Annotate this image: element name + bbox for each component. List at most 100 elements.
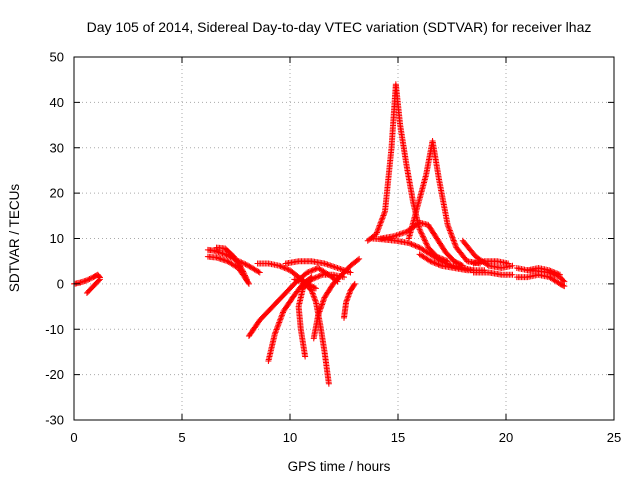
y-tick-label: 20 (50, 186, 64, 201)
x-tick-label: 25 (607, 430, 621, 445)
data-point (381, 209, 388, 216)
data-point (343, 297, 350, 304)
data-point (310, 291, 317, 298)
data-point (83, 277, 90, 284)
data-point (373, 229, 380, 236)
data-point (446, 227, 453, 234)
data-point (87, 275, 94, 282)
data-point (312, 299, 319, 306)
data-point (351, 282, 358, 289)
data-point (344, 268, 351, 275)
data-point (551, 269, 558, 276)
data-point (331, 263, 338, 270)
data-point (412, 242, 419, 249)
data-point (243, 275, 250, 282)
series-arc-14 (364, 81, 451, 265)
data-point (318, 272, 325, 279)
y-tick-label: 0 (57, 276, 64, 291)
y-tick-labels: -30 -20 -10 0 10 20 30 40 50 (45, 50, 64, 428)
series-arc-23 (513, 271, 568, 290)
x-tick-label: 0 (70, 430, 77, 445)
data-point (409, 241, 416, 248)
data-point (308, 267, 315, 274)
y-tick-label: 30 (50, 140, 64, 155)
data-point (554, 270, 561, 277)
data-point (376, 222, 383, 229)
data-point (377, 219, 384, 226)
data-point (278, 313, 285, 320)
grid (74, 57, 614, 420)
series-arc-17 (405, 137, 484, 267)
data-point (328, 262, 335, 269)
data-point (399, 230, 406, 237)
data-point (427, 258, 434, 265)
data-point (321, 260, 328, 267)
series-arc-19 (459, 237, 516, 271)
data-point (449, 233, 455, 240)
data-point (446, 226, 453, 233)
x-tick-label: 20 (499, 430, 513, 445)
y-axis-label: SDTVAR / TECUs (7, 184, 22, 293)
y-tick-label: 40 (50, 95, 64, 110)
data-point (282, 265, 289, 272)
data-point (346, 269, 353, 276)
data-point (379, 213, 386, 220)
data-point (447, 230, 454, 237)
data-point (413, 243, 420, 250)
data-point (272, 329, 279, 336)
data-point (547, 267, 554, 274)
data-point (550, 268, 557, 275)
data-point (311, 296, 318, 303)
data-point (448, 231, 455, 238)
series-arc-08 (295, 271, 347, 360)
data-point (380, 211, 387, 218)
data-point (396, 231, 403, 238)
data-point (430, 259, 437, 266)
data-point (451, 238, 458, 245)
data-point (423, 240, 430, 247)
series-arc-02 (83, 276, 103, 296)
data-point (238, 266, 245, 273)
data-point (335, 265, 342, 272)
series-arc-20 (470, 258, 512, 267)
data-point (402, 229, 409, 236)
data-point (415, 244, 422, 251)
data-point (340, 267, 347, 274)
data-point (445, 224, 452, 231)
data-point (560, 282, 567, 289)
data-point (374, 228, 381, 235)
data-point (419, 233, 426, 240)
data-point (346, 290, 353, 297)
data-point (341, 267, 348, 274)
data-point (309, 267, 316, 274)
data-point (395, 231, 401, 238)
data-point (397, 230, 404, 237)
data-point (452, 241, 459, 248)
data-point (411, 242, 418, 249)
data-point (277, 316, 284, 323)
data-point (351, 280, 358, 287)
data-point (552, 270, 559, 277)
data-point (560, 277, 567, 284)
data-point (356, 255, 363, 262)
data-point (426, 257, 433, 264)
data-point (407, 240, 414, 247)
series-arc-03 (204, 246, 263, 276)
data-point (377, 221, 384, 228)
data-point (276, 262, 283, 269)
data-point (315, 273, 322, 280)
data-point (275, 322, 282, 329)
data-point (421, 236, 428, 243)
data-point (420, 234, 427, 241)
data-point (417, 229, 424, 236)
data-point (450, 236, 457, 243)
data-point (505, 260, 512, 267)
data-point (375, 225, 382, 232)
data-point (380, 212, 387, 219)
data-point (274, 323, 281, 330)
data-point (305, 268, 312, 275)
series-arc-11 (254, 260, 319, 292)
data-point (311, 284, 318, 291)
data-point (546, 267, 553, 274)
